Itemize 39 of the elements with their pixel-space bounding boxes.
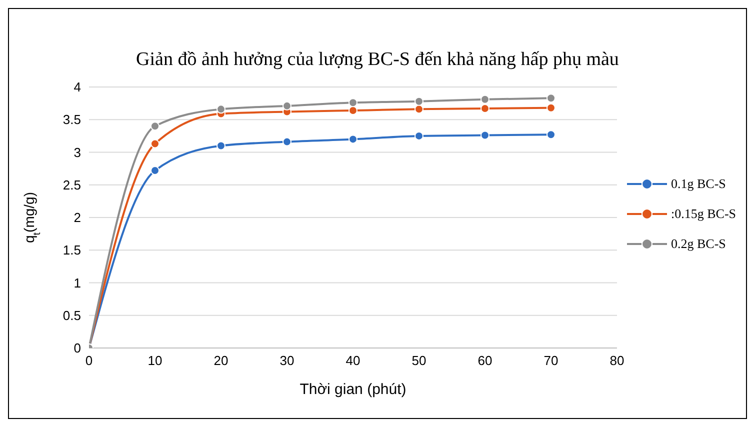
point	[348, 134, 358, 144]
y-tick-label: 1.5	[62, 242, 81, 258]
legend-label: 0.2g BC-S	[670, 236, 726, 252]
point	[282, 101, 292, 110]
legend-label: 0.1g BC-S	[670, 176, 726, 192]
x-axis-title: Thời gian (phút)	[300, 381, 406, 398]
y-tick-label: 3	[74, 144, 81, 160]
x-tick-label: 10	[148, 353, 162, 368]
y-tick-label: 4	[74, 80, 81, 95]
point	[480, 130, 490, 140]
y-tick-label: 0.5	[62, 308, 81, 323]
point	[216, 104, 226, 114]
point	[414, 96, 424, 106]
x-tick-label: 30	[280, 353, 294, 368]
chart-title: Giản đồ ảnh hưởng của lượng BC-S đến khả năng hấp phụ màu	[135, 49, 620, 71]
y-tick-label: 2.5	[62, 177, 81, 192]
point	[546, 94, 556, 103]
x-tick-label: 20	[214, 353, 228, 368]
point	[150, 166, 160, 176]
point	[546, 103, 556, 112]
point	[150, 122, 160, 131]
point	[414, 104, 424, 114]
point	[480, 94, 490, 104]
x-tick-label: 60	[478, 353, 492, 368]
legend-label: :0.15g BC-S	[670, 206, 736, 222]
y-tick-label: 3.5	[62, 112, 81, 128]
x-tick-label: 50	[412, 353, 426, 368]
x-tick-label: 0	[85, 353, 93, 368]
point	[546, 130, 556, 140]
y-tick-label: 2	[74, 210, 81, 226]
point	[282, 137, 292, 146]
point	[150, 139, 160, 148]
x-tick-label: 80	[610, 353, 624, 368]
y-tick-label: 1	[74, 275, 81, 290]
x-tick-label: 70	[544, 353, 558, 368]
y-tick-label: 0	[74, 340, 81, 356]
point	[348, 98, 358, 108]
point	[216, 141, 226, 150]
x-tick-label: 40	[346, 353, 360, 368]
